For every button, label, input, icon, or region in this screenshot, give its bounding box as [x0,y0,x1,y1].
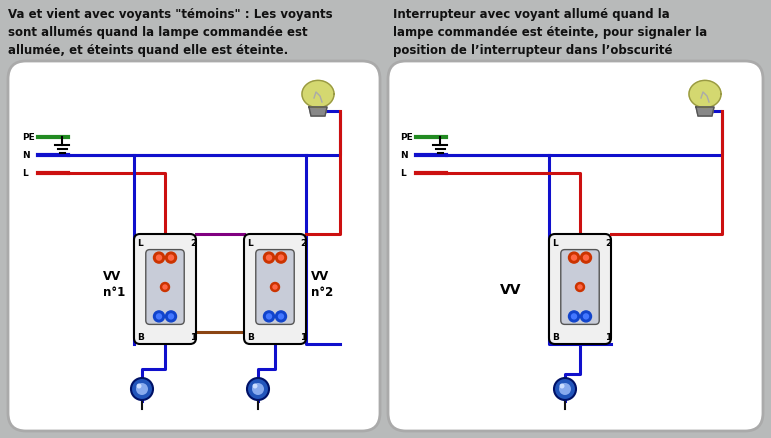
FancyBboxPatch shape [244,234,306,344]
Text: L: L [247,238,253,247]
Text: position de l’interrupteur dans l’obscurité: position de l’interrupteur dans l’obscur… [393,44,672,57]
Circle shape [278,314,284,319]
Circle shape [264,311,274,322]
Circle shape [153,311,164,322]
Text: B: B [137,332,144,341]
Text: sont allumés quand la lampe commandée est: sont allumés quand la lampe commandée es… [8,26,308,39]
FancyBboxPatch shape [8,62,380,431]
Circle shape [568,311,580,322]
Circle shape [278,255,284,261]
Circle shape [157,255,161,261]
FancyBboxPatch shape [146,250,184,325]
Text: VV
n°2: VV n°2 [311,270,333,299]
Circle shape [275,253,287,264]
Text: 2: 2 [300,238,306,247]
Circle shape [267,314,271,319]
Circle shape [264,253,274,264]
FancyBboxPatch shape [561,250,599,325]
Text: VV
n°1: VV n°1 [103,270,125,299]
Circle shape [153,253,164,264]
Text: N: N [400,151,408,160]
Text: 1: 1 [605,332,611,341]
Circle shape [160,283,170,292]
Circle shape [271,283,280,292]
Polygon shape [689,81,721,108]
Circle shape [169,255,173,261]
Circle shape [273,285,277,290]
FancyBboxPatch shape [549,234,611,344]
FancyBboxPatch shape [134,234,196,344]
Circle shape [247,378,269,400]
Circle shape [252,384,258,389]
Polygon shape [302,81,334,108]
Text: 1: 1 [300,332,306,341]
Circle shape [136,384,142,389]
Text: PE: PE [400,133,412,142]
Circle shape [575,283,584,292]
Circle shape [169,314,173,319]
FancyBboxPatch shape [256,250,295,325]
Text: allumée, et éteints quand elle est éteinte.: allumée, et éteints quand elle est étein… [8,44,288,57]
Polygon shape [696,108,714,117]
FancyBboxPatch shape [388,62,763,431]
Text: L: L [400,169,406,178]
Text: B: B [552,332,559,341]
Text: 2: 2 [605,238,611,247]
Circle shape [560,384,564,389]
Text: L: L [552,238,557,247]
Circle shape [166,253,177,264]
Text: N: N [22,151,29,160]
Circle shape [136,383,148,395]
Circle shape [275,311,287,322]
Circle shape [157,314,161,319]
Polygon shape [309,108,327,117]
Circle shape [131,378,153,400]
Circle shape [166,311,177,322]
Circle shape [568,253,580,264]
Circle shape [581,311,591,322]
Text: lampe commandée est éteinte, pour signaler la: lampe commandée est éteinte, pour signal… [393,26,707,39]
Circle shape [581,253,591,264]
Text: PE: PE [22,133,35,142]
Text: Va et vient avec voyants "témoins" : Les voyants: Va et vient avec voyants "témoins" : Les… [8,8,332,21]
Circle shape [584,314,588,319]
Circle shape [559,383,571,395]
Text: B: B [247,332,254,341]
Circle shape [252,383,264,395]
Text: 2: 2 [190,238,197,247]
Circle shape [571,255,577,261]
Circle shape [571,314,577,319]
Circle shape [578,285,582,290]
Text: VV: VV [500,283,521,297]
Text: L: L [22,169,28,178]
Circle shape [554,378,576,400]
Text: 1: 1 [190,332,197,341]
Circle shape [267,255,271,261]
Text: Interrupteur avec voyant allumé quand la: Interrupteur avec voyant allumé quand la [393,8,670,21]
Circle shape [584,255,588,261]
Text: L: L [137,238,143,247]
Circle shape [163,285,167,290]
